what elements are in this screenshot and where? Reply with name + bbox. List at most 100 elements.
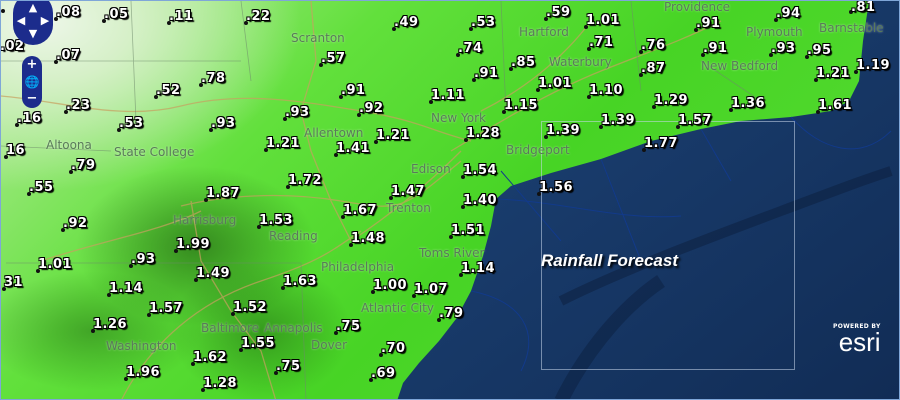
station-marker[interactable] [124,377,128,381]
arrow-left-icon[interactable]: ◀ [16,14,26,27]
station-marker[interactable] [461,175,465,179]
station-marker[interactable] [15,123,19,127]
station-marker[interactable] [257,225,261,229]
station-marker[interactable] [2,287,6,291]
station-marker[interactable] [537,192,541,196]
station-marker[interactable] [371,290,375,294]
station-marker[interactable] [54,17,58,21]
station-marker[interactable] [805,55,809,59]
station-marker[interactable] [599,125,603,129]
station-marker[interactable] [389,196,393,200]
station-marker[interactable] [502,110,506,114]
station-marker[interactable] [694,28,698,32]
station-marker[interactable] [209,128,213,132]
station-marker[interactable] [544,17,548,21]
station-marker[interactable] [174,249,178,253]
station-marker[interactable] [769,53,773,57]
station-marker[interactable] [239,348,243,352]
station-marker[interactable] [61,228,65,232]
station-marker[interactable] [274,371,278,375]
station-marker[interactable] [464,138,468,142]
station-marker[interactable] [412,294,416,298]
pan-control[interactable]: ▲ ◀ ▶ ▼ [13,1,53,45]
station-marker[interactable] [117,128,121,132]
station-marker[interactable] [849,10,853,14]
station-marker[interactable] [334,153,338,157]
station-marker[interactable] [154,95,158,99]
station-marker[interactable] [639,73,643,77]
station-marker[interactable] [4,155,8,159]
station-marker[interactable] [281,286,285,290]
station-marker[interactable] [374,140,378,144]
rainfall-value-label: 1.00 [373,278,408,293]
station-marker[interactable] [544,135,548,139]
station-marker[interactable] [676,125,680,129]
station-marker[interactable] [54,60,58,64]
arrow-right-icon[interactable]: ▶ [40,14,50,27]
station-marker[interactable] [244,21,248,25]
station-marker[interactable] [379,353,383,357]
station-marker[interactable] [854,70,858,74]
station-marker[interactable] [584,25,588,29]
station-marker[interactable] [774,18,778,22]
station-marker[interactable] [449,235,453,239]
station-marker[interactable] [587,95,591,99]
rainfall-value-label: 1.14 [461,261,496,276]
station-marker[interactable] [231,312,235,316]
station-marker[interactable] [69,170,73,174]
station-marker[interactable] [283,117,287,121]
zoom-in-button[interactable]: + [26,57,38,72]
rainfall-value-label: 1.96 [126,365,161,380]
place-label: Providence [664,0,731,14]
zoom-out-button[interactable]: − [26,91,38,106]
station-marker[interactable] [472,78,476,82]
station-marker[interactable] [129,264,133,268]
station-marker[interactable] [191,362,195,366]
station-marker[interactable] [429,100,433,104]
rainfall-value-label: .07 [56,48,81,63]
station-marker[interactable] [456,53,460,57]
station-marker[interactable] [357,113,361,117]
station-marker[interactable] [201,388,205,392]
station-marker[interactable] [199,83,203,87]
station-marker[interactable] [642,148,646,152]
station-marker[interactable] [319,63,323,67]
arrow-up-icon[interactable]: ▲ [28,1,38,14]
station-marker[interactable] [369,378,373,382]
globe-icon[interactable]: 🌐 [24,75,40,89]
station-marker[interactable] [341,215,345,219]
station-marker[interactable] [461,205,465,209]
station-marker[interactable] [339,95,343,99]
station-marker[interactable] [509,67,513,71]
station-marker[interactable] [286,185,290,189]
station-marker[interactable] [349,243,353,247]
station-marker[interactable] [639,50,643,54]
station-marker[interactable] [194,278,198,282]
station-marker[interactable] [27,192,31,196]
arrow-down-icon[interactable]: ▼ [28,27,38,40]
station-marker[interactable] [469,27,473,31]
station-marker[interactable] [64,110,68,114]
station-marker[interactable] [167,21,171,25]
station-marker[interactable] [102,19,106,23]
station-marker[interactable] [204,198,208,202]
station-marker[interactable] [536,88,540,92]
station-marker[interactable] [107,293,111,297]
station-marker[interactable] [334,331,338,335]
rainfall-value-label: .16 [17,111,42,126]
station-marker[interactable] [814,78,818,82]
station-marker[interactable] [147,313,151,317]
station-marker[interactable] [36,269,40,273]
station-marker[interactable] [91,329,95,333]
station-marker[interactable] [459,273,463,277]
station-marker[interactable] [587,47,591,51]
station-marker[interactable] [652,105,656,109]
station-marker[interactable] [264,148,268,152]
station-marker[interactable] [437,318,441,322]
station-marker[interactable] [1,9,5,13]
station-marker[interactable] [392,27,396,31]
station-marker[interactable] [729,108,733,112]
station-marker[interactable] [701,53,705,57]
station-marker[interactable] [816,110,820,114]
